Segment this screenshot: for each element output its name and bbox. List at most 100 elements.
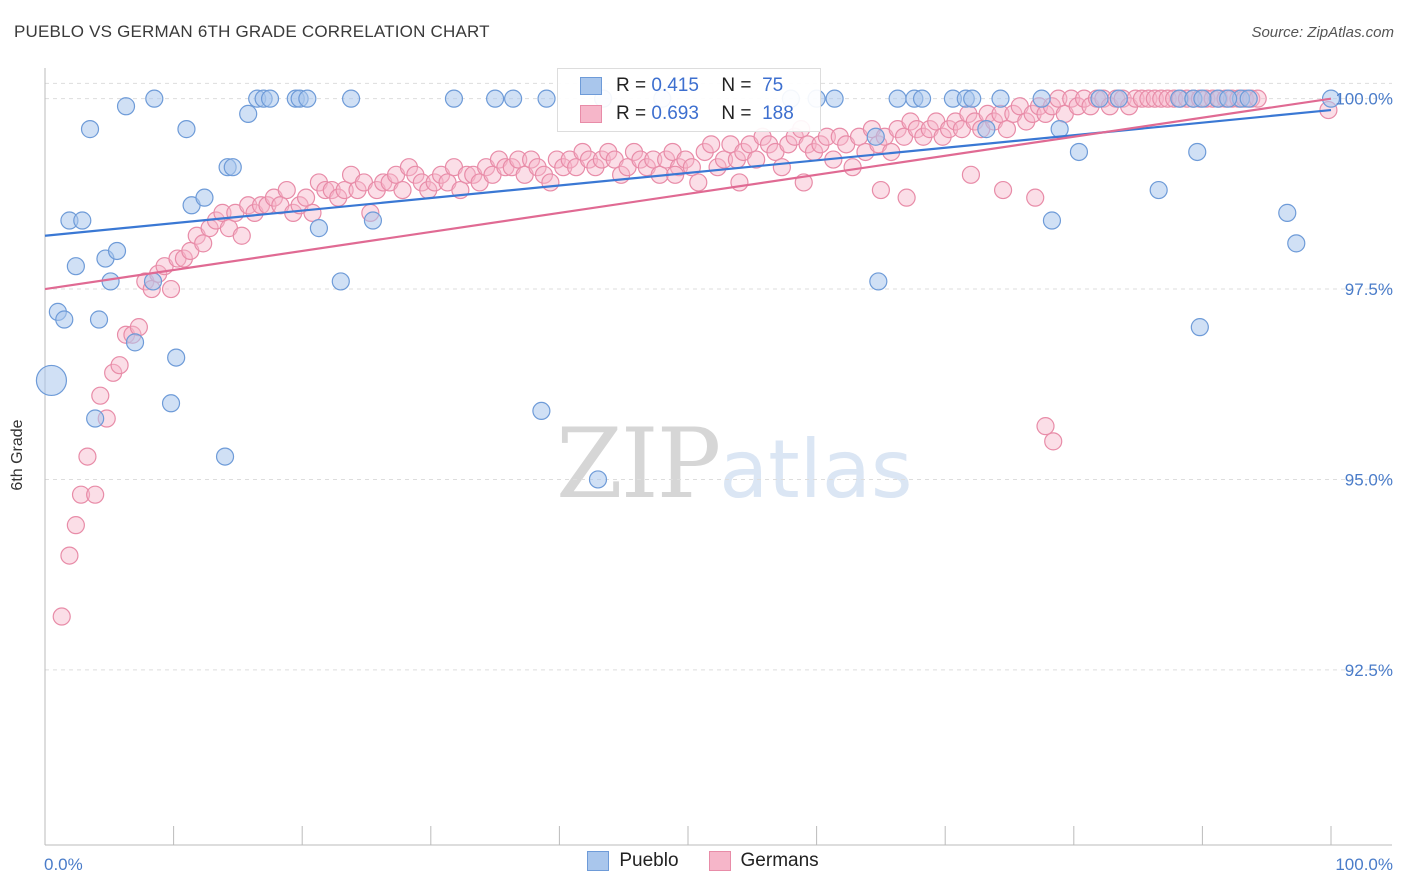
germans-point — [194, 234, 213, 253]
legend-item-pueblo[interactable]: Pueblo — [587, 850, 679, 872]
pueblo-point — [35, 364, 68, 397]
germans-point — [71, 485, 91, 504]
germans-point — [961, 165, 981, 184]
pueblo-point — [1190, 318, 1209, 337]
germans-point — [277, 180, 296, 200]
legend-row-germans: R = 0.693 N = 188 — [580, 101, 794, 127]
germans-point — [296, 188, 316, 207]
legend-r-label: R = — [616, 103, 647, 124]
germans-point — [425, 173, 444, 192]
pueblo-point — [161, 394, 181, 413]
series-legend: Pueblo Germans — [0, 850, 1406, 872]
germans-point — [843, 158, 862, 177]
germans-point — [897, 188, 916, 207]
germans-point — [599, 142, 618, 162]
pueblo-point — [1239, 89, 1258, 108]
legend-item-germans[interactable]: Germans — [708, 850, 819, 872]
germans-point — [161, 279, 181, 299]
pueblo-point — [866, 127, 885, 146]
germans-point — [534, 165, 554, 184]
pueblo-point — [177, 120, 196, 139]
germans-point — [933, 127, 952, 146]
germans-point — [412, 173, 431, 192]
germans-point — [406, 165, 425, 184]
germans-point — [914, 127, 933, 146]
germans-point — [528, 158, 547, 177]
germans-point — [232, 226, 251, 245]
germans-point — [830, 127, 849, 146]
germans-point — [579, 150, 599, 169]
pueblo-point — [588, 470, 608, 489]
germans-point — [1068, 97, 1087, 116]
germans-point — [1026, 188, 1045, 207]
pueblo-point — [1032, 89, 1051, 108]
pueblo-point — [977, 120, 996, 139]
pueblo-point — [107, 241, 127, 261]
germans-point — [509, 150, 528, 169]
germans-point — [1023, 104, 1042, 123]
germans-point — [91, 386, 110, 405]
pueblo-point — [1219, 89, 1238, 108]
germans-point — [303, 203, 322, 222]
germans-point — [772, 158, 791, 177]
germans-point — [586, 158, 605, 177]
germans-point — [702, 135, 721, 154]
pueblo-point — [86, 409, 105, 428]
legend-r-value-germans: 0.693 — [651, 103, 699, 124]
germans-point — [522, 150, 541, 169]
pueblo-point — [504, 89, 523, 108]
pueblo-point — [912, 89, 932, 108]
pueblo-point — [215, 447, 235, 466]
germans-point — [541, 173, 560, 192]
legend-r-label: R = — [616, 75, 647, 96]
germans-point — [939, 120, 959, 139]
germans-point — [730, 173, 749, 192]
pueblo-point — [145, 89, 164, 108]
germans-point — [129, 318, 148, 337]
legend-swatch-pueblo — [580, 77, 602, 95]
pueblo-point — [1278, 203, 1297, 222]
germans-point — [759, 135, 779, 154]
pueblo-point — [1109, 89, 1128, 108]
y-tick-label: 100.0% — [1335, 90, 1393, 109]
germans-point — [399, 158, 419, 177]
legend-row-pueblo: R = 0.415 N = 75 — [580, 73, 783, 99]
x-tick-label: 0.0% — [44, 855, 83, 874]
trendlines — [44, 97, 1332, 291]
legend-swatch-pueblo — [587, 851, 610, 871]
y-tick-label: 95.0% — [1345, 470, 1393, 489]
pueblo-point — [80, 120, 100, 139]
source-credit: Source: ZipAtlas.com — [1251, 24, 1394, 41]
chart-title: PUEBLO VS GERMAN 6TH GRADE CORRELATION C… — [14, 22, 490, 41]
germans-point — [592, 150, 611, 169]
pueblo-point — [1287, 234, 1306, 253]
pueblo-point — [444, 89, 464, 108]
pueblo-point — [143, 272, 163, 291]
pueblo-point — [66, 257, 85, 276]
pueblo-point — [991, 89, 1010, 108]
pueblo-point — [239, 104, 258, 123]
germans-point — [695, 142, 714, 162]
pueblo-point — [167, 348, 186, 367]
germans-point — [66, 516, 85, 535]
pueblo-point — [1042, 211, 1062, 230]
pueblo-point — [486, 89, 505, 108]
germans-point — [993, 180, 1013, 200]
germans-point — [871, 180, 891, 200]
stats-legend: R = 0.415 N = 75 R = 0.693 N = 188 — [557, 68, 821, 132]
germans-point — [747, 150, 766, 169]
germans-point — [1132, 89, 1152, 108]
pueblo-point — [888, 89, 907, 108]
germans-point — [573, 142, 592, 162]
germans-point — [335, 180, 354, 200]
pueblo-point — [101, 272, 120, 291]
pueblo-point — [963, 89, 982, 108]
germans-point — [689, 173, 708, 192]
pueblo-point — [1193, 89, 1212, 108]
germans-point — [322, 180, 341, 200]
pueblo-point — [869, 272, 888, 291]
germans-point — [907, 120, 927, 139]
germans-point — [1036, 417, 1055, 436]
pueblo-point — [1090, 89, 1109, 108]
